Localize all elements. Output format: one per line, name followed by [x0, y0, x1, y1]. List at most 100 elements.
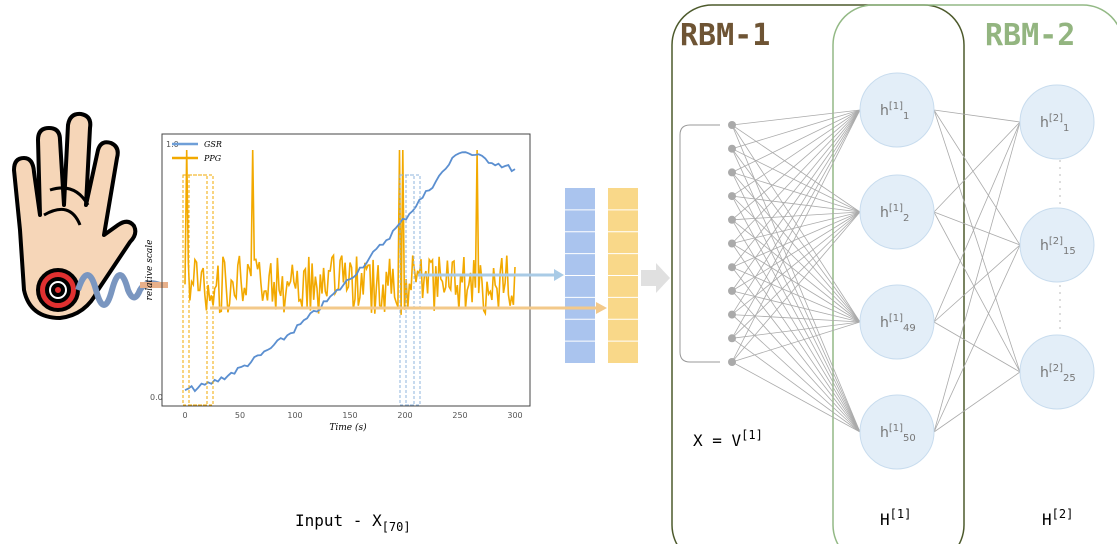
- x-tick-label: 100: [287, 411, 302, 420]
- x-tick-label: 150: [342, 411, 357, 420]
- legend-label: PPG: [203, 154, 222, 163]
- y-tick-label: 0.0: [150, 393, 163, 402]
- x-tick-label: 250: [452, 411, 467, 420]
- edge: [731, 109, 861, 363]
- signal-wire: [75, 272, 162, 308]
- edge: [731, 195, 861, 323]
- x-tick-label: 200: [397, 411, 412, 420]
- layer-label: H[1]: [880, 507, 911, 529]
- edge: [731, 109, 861, 268]
- plot: 0 50 100 150 200 250 300: [182, 149, 523, 420]
- edge: [731, 211, 861, 363]
- edge: [731, 243, 861, 323]
- edge: [933, 321, 1021, 373]
- edge: [731, 321, 861, 363]
- edge: [933, 121, 1021, 433]
- visible-node: [728, 144, 736, 153]
- visible-node: [728, 286, 736, 295]
- visible-node: [728, 121, 736, 129]
- hidden-node: [1019, 207, 1095, 283]
- plot-frame: [161, 133, 531, 407]
- edge: [731, 195, 861, 213]
- hidden-node: [859, 394, 935, 470]
- x-tick-label: 50: [235, 411, 245, 420]
- edge: [731, 266, 861, 433]
- node-label: h[2]15: [1040, 236, 1076, 257]
- edge: [933, 121, 1021, 323]
- edge: [731, 124, 861, 213]
- edge: [731, 109, 861, 150]
- visible-node: [728, 168, 736, 177]
- edge: [731, 337, 861, 433]
- edge: [731, 314, 861, 433]
- edge: [731, 219, 861, 433]
- edge: [731, 195, 861, 433]
- visible-node: [728, 239, 736, 248]
- visible-node: [728, 192, 736, 201]
- edge: [731, 109, 861, 173]
- edge: [731, 148, 861, 213]
- edge: [731, 211, 861, 315]
- window-marker: [188, 174, 214, 406]
- edge: [933, 371, 1021, 433]
- visible-node: [728, 334, 736, 343]
- x-axis-label: Time (s): [329, 422, 367, 433]
- edge: [731, 211, 861, 268]
- hidden-node: [1019, 334, 1095, 410]
- edge: [731, 109, 861, 126]
- edge: [731, 124, 861, 433]
- bracket: [679, 124, 720, 363]
- edge: [933, 109, 1021, 123]
- node-label: h[2]25: [1040, 363, 1076, 384]
- visible-node: [728, 310, 736, 319]
- arrow-head: [596, 302, 607, 314]
- edge: [731, 109, 861, 221]
- layer-label: X = V[1]: [693, 428, 763, 450]
- edge: [731, 109, 861, 315]
- edge: [731, 243, 861, 433]
- legend-label: GSR: [204, 140, 222, 149]
- edge: [731, 219, 861, 323]
- visible-node: [728, 263, 736, 272]
- layer-label: H[2]: [1042, 507, 1073, 529]
- arrow-head: [554, 269, 564, 281]
- edge: [731, 290, 861, 433]
- edge: [731, 109, 861, 244]
- edge: [731, 109, 861, 292]
- hidden-node: [1019, 84, 1095, 160]
- rbm-1-box: [671, 4, 965, 544]
- edge: [731, 148, 861, 433]
- rbm-title: RBM-2: [985, 18, 1075, 53]
- x-tick-label: 300: [507, 411, 522, 420]
- edge: [933, 211, 1021, 246]
- flow-arrow: [641, 263, 670, 293]
- edge: [731, 109, 861, 197]
- edge: [731, 211, 861, 221]
- edge: [933, 244, 1021, 433]
- ppg-signal: [184, 149, 516, 317]
- edge: [731, 314, 861, 323]
- edge: [731, 211, 861, 244]
- node-label: h[1]2: [880, 203, 909, 224]
- node-label: h[1]1: [880, 101, 909, 122]
- rbm-title: RBM-1: [680, 18, 770, 53]
- edge: [731, 361, 861, 433]
- edge: [933, 109, 1021, 373]
- edge: [731, 172, 861, 213]
- input-caption: Input - X[70]: [295, 511, 411, 534]
- hand-icon: [12, 111, 138, 320]
- node-label: h[2]1: [1040, 113, 1069, 134]
- y-axis-label: relative scale: [145, 240, 155, 301]
- edge: [933, 121, 1021, 213]
- x-tick-label: 0: [182, 411, 187, 420]
- edge: [731, 172, 861, 433]
- visible-node: [728, 215, 736, 224]
- edge: [731, 290, 861, 323]
- gsr-signal: [184, 151, 516, 393]
- window-marker: [405, 174, 421, 406]
- visible-node: [728, 358, 736, 366]
- hidden-node: [859, 72, 935, 148]
- hidden-node: [859, 174, 935, 250]
- edge: [933, 211, 1021, 373]
